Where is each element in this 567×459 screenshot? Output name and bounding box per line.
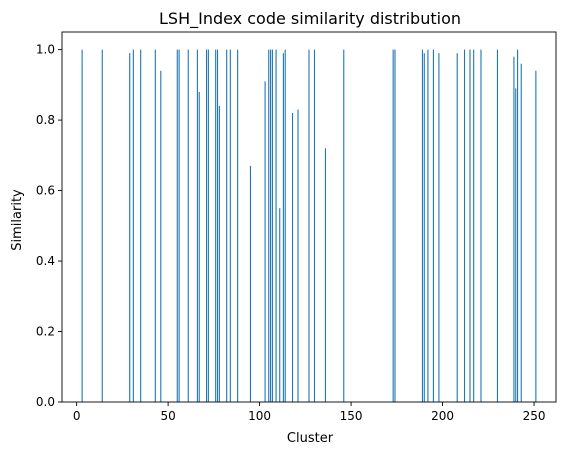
bar (205, 49, 208, 403)
bar (517, 49, 519, 403)
x-axis-ticks: 0 50 100 150 200 250 (73, 402, 546, 423)
bar (160, 70, 162, 402)
y-tick-label: 0.8 (36, 113, 55, 127)
bar (279, 208, 281, 402)
bar (271, 49, 273, 403)
bar (432, 49, 434, 403)
x-tick-label: 50 (160, 409, 175, 423)
y-tick-label: 0.6 (36, 184, 55, 198)
bar (297, 109, 299, 403)
y-tick-label: 0.4 (36, 254, 55, 268)
bar (154, 49, 156, 403)
bar (520, 63, 522, 403)
bar (343, 49, 345, 403)
bar (187, 49, 189, 403)
bar (282, 53, 284, 402)
bar (313, 49, 316, 403)
x-tick-label: 0 (73, 409, 81, 423)
bar (207, 49, 209, 403)
bar (215, 49, 217, 403)
y-axis-label: Similarity (10, 189, 25, 251)
bar (535, 70, 537, 402)
bar (423, 53, 425, 402)
bar (324, 148, 327, 402)
bar (176, 49, 178, 403)
x-tick-label: 200 (431, 409, 454, 423)
bar (132, 49, 134, 403)
bar (284, 49, 286, 403)
bar (473, 49, 475, 403)
bar (101, 49, 103, 403)
bar (268, 49, 270, 403)
bar (515, 88, 517, 402)
bar (513, 56, 515, 403)
x-tick-label: 150 (340, 409, 363, 423)
bar (438, 53, 440, 402)
bar (216, 49, 219, 403)
chart-title: LSH_Index code similarity distribution (159, 9, 461, 29)
bar (229, 49, 231, 403)
bar (81, 49, 83, 403)
y-tick-label: 0.0 (36, 395, 55, 409)
bar (469, 49, 471, 403)
bar (226, 49, 228, 403)
bar (480, 49, 482, 403)
bar (421, 49, 423, 403)
bar (196, 49, 198, 403)
bar (291, 113, 294, 403)
bar (237, 49, 239, 403)
y-tick-label: 0.2 (36, 325, 55, 339)
bar (463, 49, 466, 403)
plot-area-frame (61, 31, 557, 403)
bar (308, 49, 310, 403)
bar (427, 49, 429, 403)
bar (456, 53, 458, 402)
bar (270, 49, 272, 403)
bar (394, 49, 396, 403)
y-tick-label: 1.0 (36, 43, 55, 57)
bar (178, 49, 180, 403)
bar (218, 106, 220, 402)
x-tick-label: 250 (523, 409, 546, 423)
bar (140, 49, 142, 403)
bar (392, 49, 394, 403)
bar (249, 165, 251, 402)
bar (264, 81, 266, 402)
x-tick-label: 100 (248, 409, 271, 423)
x-axis-label: Cluster (287, 431, 334, 446)
bar (275, 49, 277, 403)
bar (496, 49, 498, 403)
bar (198, 91, 200, 403)
y-axis-ticks: 0.0 0.2 0.4 0.6 0.8 1.0 (36, 43, 62, 409)
bar (129, 53, 131, 402)
bars-group (81, 49, 537, 403)
